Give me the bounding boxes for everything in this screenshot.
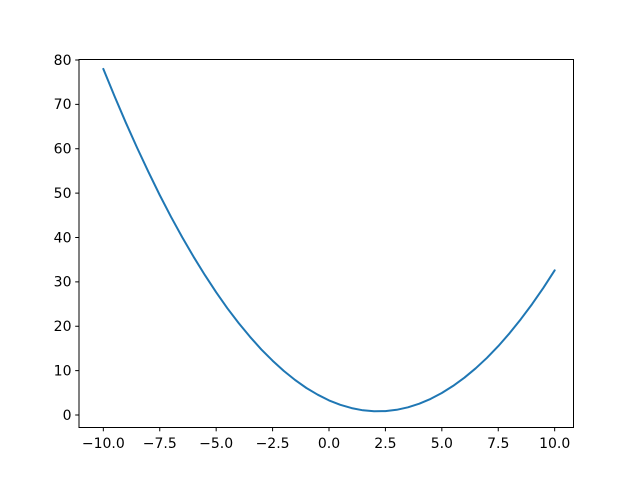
y-tick-label: 70 [54,97,72,113]
x-tick-label: 2.5 [374,436,396,452]
x-tick-label: −10.0 [82,436,125,452]
y-tick-label: 40 [54,230,72,246]
y-tick-label: 30 [54,275,72,291]
x-tick-label: 0.0 [318,436,340,452]
y-tick-label: 80 [54,53,72,69]
y-tick-label: 60 [54,142,72,158]
y-tick-label: 20 [54,319,72,335]
x-tick-label: 7.5 [487,436,509,452]
x-tick-label: −7.5 [143,436,177,452]
x-tick-label: −2.5 [256,436,290,452]
y-tick-label: 0 [63,408,72,424]
data-line [102,67,556,413]
y-tick-label: 10 [54,363,72,379]
plot-frame [78,59,574,428]
y-tick-label: 50 [54,186,72,202]
x-tick-label: 5.0 [431,436,453,452]
x-tick-label: −5.0 [199,436,233,452]
x-tick-label: 10.0 [539,436,570,452]
